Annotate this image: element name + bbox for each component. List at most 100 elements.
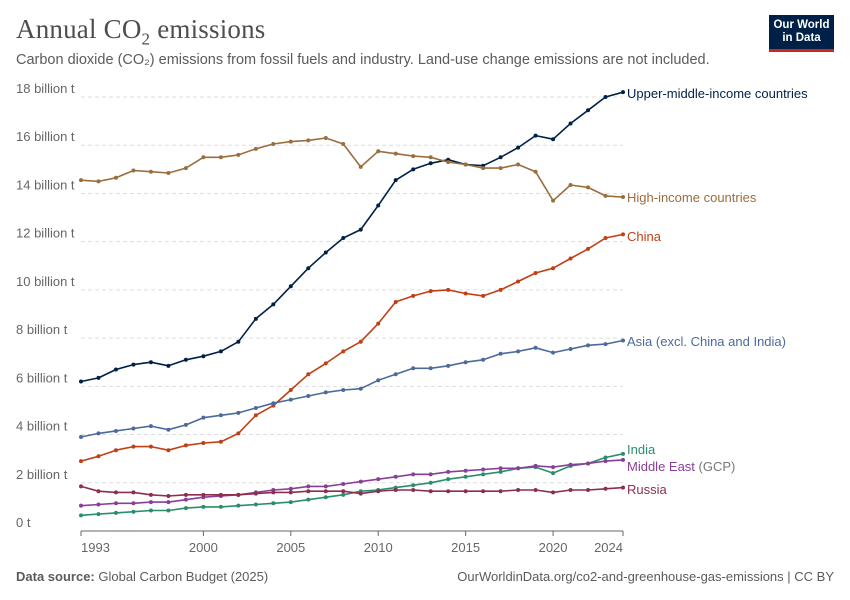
data-point[interactable]	[621, 90, 625, 95]
data-point[interactable]	[516, 279, 521, 284]
data-point[interactable]	[621, 195, 625, 200]
data-point[interactable]	[446, 160, 451, 165]
data-point[interactable]	[131, 509, 136, 514]
data-point[interactable]	[323, 250, 328, 255]
data-point[interactable]	[218, 492, 223, 497]
data-point[interactable]	[551, 471, 556, 476]
data-point[interactable]	[358, 164, 363, 169]
data-point[interactable]	[131, 490, 136, 495]
data-point[interactable]	[586, 461, 591, 466]
data-point[interactable]	[166, 363, 171, 368]
data-point[interactable]	[236, 492, 241, 497]
data-point[interactable]	[79, 513, 83, 518]
data-point[interactable]	[481, 472, 486, 477]
data-point[interactable]	[218, 504, 223, 509]
series-line[interactable]	[80, 137, 624, 202]
data-point[interactable]	[446, 477, 451, 482]
owid-logo[interactable]: Our World in Data	[769, 15, 834, 52]
data-point[interactable]	[586, 108, 591, 113]
data-point[interactable]	[271, 401, 276, 406]
data-point[interactable]	[516, 145, 521, 150]
data-point[interactable]	[533, 463, 538, 468]
data-point[interactable]	[498, 155, 503, 160]
data-point[interactable]	[341, 489, 346, 494]
data-point[interactable]	[288, 387, 293, 392]
data-point[interactable]	[393, 474, 398, 479]
data-point[interactable]	[446, 287, 451, 292]
data-point[interactable]	[323, 484, 328, 489]
data-point[interactable]	[568, 121, 573, 126]
data-point[interactable]	[166, 427, 171, 432]
data-point[interactable]	[498, 469, 503, 474]
data-point[interactable]	[306, 266, 311, 271]
data-point[interactable]	[271, 142, 276, 147]
data-point[interactable]	[148, 500, 153, 505]
data-point[interactable]	[148, 492, 153, 497]
data-point[interactable]	[481, 166, 486, 171]
data-point[interactable]	[201, 440, 206, 445]
data-point[interactable]	[341, 387, 346, 392]
series-label[interactable]: Russia	[627, 482, 668, 497]
data-point[interactable]	[131, 362, 136, 367]
series-high-income-countries[interactable]	[79, 135, 625, 203]
data-point[interactable]	[586, 185, 591, 190]
data-point[interactable]	[428, 472, 433, 477]
data-point[interactable]	[463, 162, 468, 167]
data-point[interactable]	[166, 170, 171, 175]
data-point[interactable]	[341, 349, 346, 354]
data-point[interactable]	[271, 501, 276, 506]
data-point[interactable]	[236, 339, 241, 344]
data-point[interactable]	[183, 422, 188, 427]
data-point[interactable]	[621, 485, 625, 490]
data-point[interactable]	[271, 490, 276, 495]
data-point[interactable]	[551, 266, 556, 271]
data-point[interactable]	[166, 500, 171, 505]
data-point[interactable]	[96, 489, 101, 494]
data-point[interactable]	[236, 152, 241, 157]
data-point[interactable]	[166, 448, 171, 453]
series-label[interactable]: Middle East (GCP)	[627, 459, 735, 474]
data-point[interactable]	[568, 346, 573, 351]
data-point[interactable]	[516, 162, 521, 167]
data-point[interactable]	[183, 443, 188, 448]
data-point[interactable]	[288, 500, 293, 505]
series-label[interactable]: High-income countries	[627, 190, 757, 205]
data-point[interactable]	[481, 467, 486, 472]
data-point[interactable]	[79, 484, 83, 489]
data-point[interactable]	[113, 367, 118, 372]
data-point[interactable]	[358, 227, 363, 232]
data-point[interactable]	[393, 372, 398, 377]
data-point[interactable]	[323, 361, 328, 366]
series-russia[interactable]	[79, 484, 625, 499]
data-point[interactable]	[79, 434, 83, 439]
series-upper-middle-income-countries[interactable]	[79, 90, 625, 384]
data-point[interactable]	[201, 415, 206, 420]
data-point[interactable]	[113, 448, 118, 453]
data-point[interactable]	[586, 246, 591, 251]
series-label[interactable]: India	[627, 442, 656, 457]
data-point[interactable]	[323, 390, 328, 395]
series-line[interactable]	[80, 459, 624, 507]
data-point[interactable]	[446, 363, 451, 368]
data-point[interactable]	[341, 236, 346, 241]
data-point[interactable]	[533, 169, 538, 174]
data-point[interactable]	[603, 95, 608, 99]
data-point[interactable]	[428, 161, 433, 166]
data-point[interactable]	[446, 469, 451, 474]
data-point[interactable]	[148, 508, 153, 513]
data-point[interactable]	[236, 410, 241, 415]
series-china[interactable]	[79, 232, 625, 464]
data-point[interactable]	[376, 378, 381, 383]
series-line[interactable]	[80, 453, 624, 517]
series-line[interactable]	[80, 91, 624, 383]
data-point[interactable]	[516, 349, 521, 354]
data-point[interactable]	[306, 484, 311, 489]
data-point[interactable]	[376, 477, 381, 482]
data-point[interactable]	[481, 489, 486, 494]
data-point[interactable]	[533, 345, 538, 350]
data-point[interactable]	[428, 489, 433, 494]
series-asia-excl-china-and-india[interactable]	[79, 338, 625, 439]
series-line[interactable]	[80, 485, 624, 497]
data-point[interactable]	[621, 451, 625, 456]
data-point[interactable]	[253, 491, 258, 496]
